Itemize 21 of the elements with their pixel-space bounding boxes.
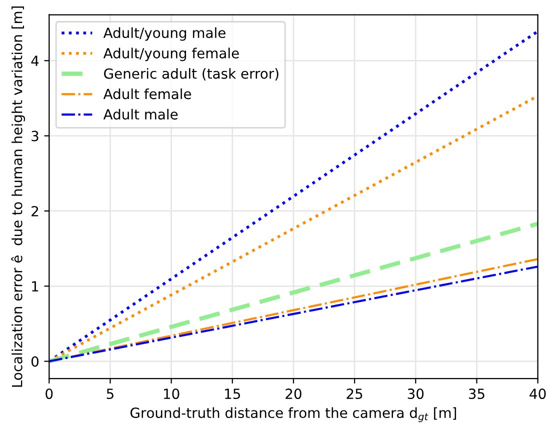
y-axis-title: Localization error ê due to human height variation [m] bbox=[11, 6, 26, 387]
legend-label: Adult/young male bbox=[103, 27, 226, 41]
legend-label: Adult/young female bbox=[103, 48, 239, 62]
y-tick-label: 3 bbox=[32, 130, 38, 142]
x-tick-label: 35 bbox=[468, 388, 484, 400]
y-tick-label: 2 bbox=[32, 206, 38, 216]
x-tick-label: 5 bbox=[106, 388, 114, 400]
x-tick-label: 10 bbox=[164, 388, 180, 400]
x-tick-label: 20 bbox=[286, 388, 302, 400]
x-tick-label: 15 bbox=[225, 388, 240, 400]
x-tick-label: 30 bbox=[408, 388, 424, 400]
x-tick-label: 0 bbox=[46, 388, 53, 400]
legend-label: Adult male bbox=[103, 108, 178, 120]
x-tick-label: 25 bbox=[346, 388, 362, 400]
x-axis-title: Ground-truth distance from the camera d$_{gt}$ [m] bbox=[130, 407, 456, 422]
y-tick-label: 0 bbox=[31, 356, 38, 367]
y-tick-label: 4 bbox=[31, 56, 39, 66]
x-tick-label: 40 bbox=[530, 388, 546, 400]
legend-label: Adult female bbox=[103, 88, 192, 100]
legend-label: Generic adult (task error) bbox=[104, 68, 278, 80]
y-tick-label: 1 bbox=[32, 281, 38, 292]
